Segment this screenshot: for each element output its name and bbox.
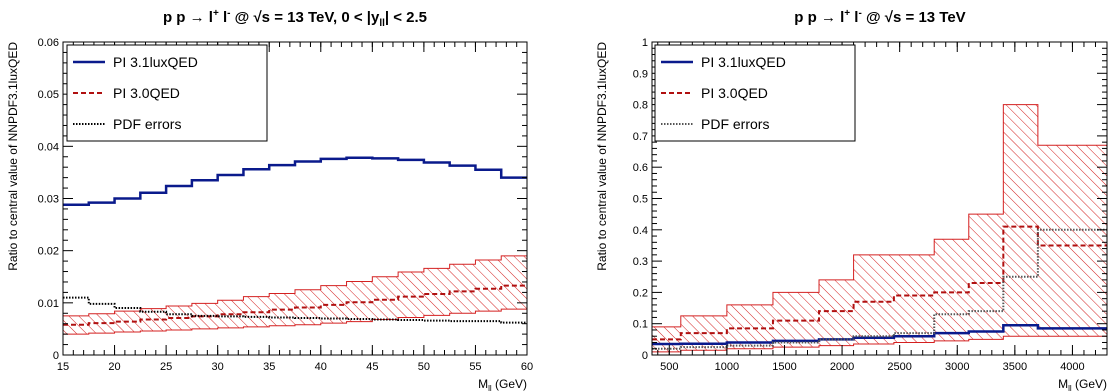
band-bin bbox=[934, 239, 969, 341]
x-tick-label: 30 bbox=[212, 361, 224, 373]
x-tick-label: 25 bbox=[160, 361, 172, 373]
x-tick-label: 50 bbox=[418, 361, 430, 373]
y-tick-label: 0.3 bbox=[633, 256, 648, 268]
x-tick-label: 20 bbox=[108, 361, 120, 373]
x-axis-label: Mll (GeV) bbox=[1058, 377, 1107, 392]
band-bin bbox=[1003, 104, 1038, 337]
legend-label: PI 3.1luxQED bbox=[701, 54, 786, 70]
legend-label: PDF errors bbox=[113, 116, 181, 132]
series-line-pi-3-1luxqed bbox=[63, 156, 527, 207]
uncertainty-band bbox=[652, 104, 1107, 352]
band-bin bbox=[853, 254, 894, 345]
x-tick-label: 55 bbox=[469, 361, 481, 373]
x-tick-label: 3000 bbox=[945, 361, 969, 373]
y-tick-label: 0.06 bbox=[38, 37, 59, 49]
chart-left-energy-range: p p → l+ l- @ √s = 13 TeV, 0 < |yll| < 2… bbox=[6, 8, 533, 392]
chart-title: p p → l+ l- @ √s = 13 TeV bbox=[794, 8, 965, 26]
y-axis-label: Ratio to central value of NNPDF3.1luxQED bbox=[6, 42, 20, 271]
legend-label: PI 3.0QED bbox=[701, 85, 768, 101]
legend-label: PDF errors bbox=[701, 116, 769, 132]
legend: PI 3.1luxQED PI 3.0QED PDF errors bbox=[654, 44, 856, 142]
band-bin bbox=[398, 272, 424, 318]
band-bin bbox=[346, 281, 373, 322]
band-bin bbox=[819, 279, 854, 346]
band-bin bbox=[295, 289, 321, 325]
x-tick-label: 60 bbox=[521, 361, 533, 373]
band-bin bbox=[372, 276, 399, 320]
x-tick-label: 2000 bbox=[830, 361, 854, 373]
band-bin bbox=[140, 308, 167, 332]
y-tick-label: 0.1 bbox=[633, 319, 648, 331]
y-tick-label: 0.9 bbox=[633, 68, 648, 80]
band-bin bbox=[475, 260, 502, 312]
series-line-pdf-errors bbox=[63, 296, 527, 324]
legend-label: PI 3.0QED bbox=[113, 85, 180, 101]
y-tick-label: 0.04 bbox=[38, 141, 59, 153]
y-tick-label: 0.4 bbox=[633, 225, 648, 237]
y-tick-label: 0 bbox=[53, 350, 59, 362]
band-bin bbox=[893, 254, 935, 343]
chart-title: p p → l+ l- @ √s = 13 TeV, 0 < |yll| < 2… bbox=[163, 8, 427, 29]
band-bin bbox=[1037, 145, 1107, 337]
y-axis-label: Ratio to central value of NNPDF3.1luxQED bbox=[595, 42, 609, 271]
x-tick-label: 1500 bbox=[772, 361, 796, 373]
band-bin bbox=[449, 264, 476, 314]
y-tick-label: 0.7 bbox=[633, 131, 648, 143]
legend: PI 3.1luxQED PI 3.0QED PDF errors bbox=[66, 44, 268, 142]
series-line-pi-3-0qed bbox=[63, 284, 527, 326]
y-tick-label: 0.6 bbox=[633, 162, 648, 174]
band-bin bbox=[968, 214, 1004, 340]
y-tick-label: 0 bbox=[642, 350, 648, 362]
legend-label: PI 3.1luxQED bbox=[113, 54, 198, 70]
series-line-pi-3-0qed bbox=[652, 225, 1107, 341]
x-tick-label: 40 bbox=[315, 361, 327, 373]
band-lower-edge bbox=[63, 308, 527, 335]
y-tick-label: 0.03 bbox=[38, 194, 59, 206]
x-axis-label: Mll (GeV) bbox=[478, 377, 527, 392]
y-tick-label: 1 bbox=[642, 37, 648, 49]
x-tick-label: 15 bbox=[57, 361, 69, 373]
band-upper-edge bbox=[652, 104, 1107, 328]
band-bin bbox=[501, 255, 527, 310]
x-tick-label: 1000 bbox=[715, 361, 739, 373]
band-bin bbox=[243, 296, 270, 327]
x-tick-label: 4000 bbox=[1060, 361, 1084, 373]
y-tick-label: 0.5 bbox=[633, 194, 648, 206]
y-tick-label: 0.8 bbox=[633, 100, 648, 112]
x-tick-label: 3500 bbox=[1003, 361, 1027, 373]
band-bin bbox=[423, 268, 450, 316]
y-tick-label: 0.02 bbox=[38, 246, 59, 258]
x-tick-label: 35 bbox=[263, 361, 275, 373]
x-tick-label: 2500 bbox=[887, 361, 911, 373]
y-tick-label: 0.2 bbox=[633, 287, 648, 299]
chart-right-mass-range: p p → l+ l- @ √s = 13 TeV 0 0.1 0.2 0.3 0.4 0.… bbox=[595, 8, 1108, 392]
series-line-pi-3-1luxqed bbox=[652, 324, 1107, 346]
y-tick-label: 0.01 bbox=[38, 298, 59, 310]
x-tick-label: 500 bbox=[660, 361, 678, 373]
x-tick-label: 45 bbox=[366, 361, 378, 373]
y-tick-label: 0.05 bbox=[38, 89, 59, 101]
